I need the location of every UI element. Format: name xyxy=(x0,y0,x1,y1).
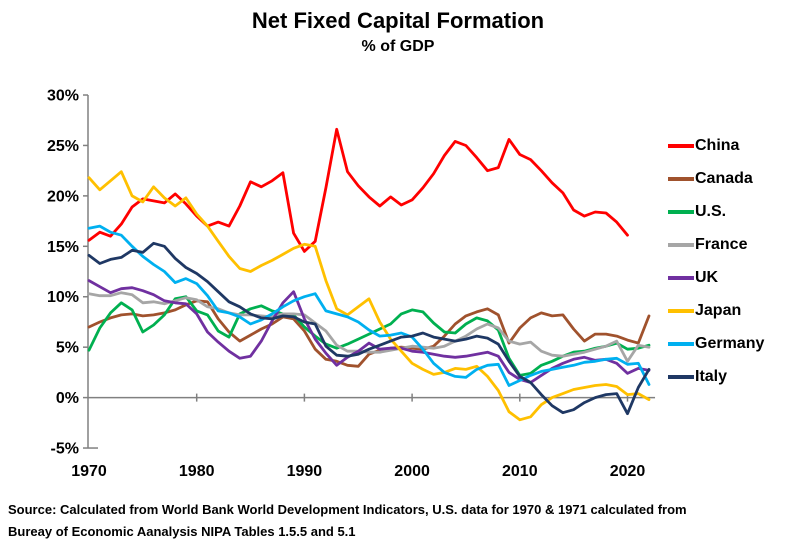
chart-legend: China Canada U.S. France UK Japan Germany Italy xyxy=(668,129,764,393)
x-tick-label: 2010 xyxy=(502,463,538,480)
legend-swatch xyxy=(668,242,694,247)
legend-swatch xyxy=(668,374,694,379)
series-line-uk xyxy=(87,279,651,384)
series-line-china xyxy=(87,127,629,253)
y-tick-label: 5% xyxy=(56,340,79,357)
legend-swatch xyxy=(668,143,694,148)
legend-item-uk: UK xyxy=(668,261,764,294)
x-tick-label: 1980 xyxy=(179,463,215,480)
legend-label: Germany xyxy=(695,334,765,352)
series-line-canada xyxy=(87,299,651,368)
legend-item-canada: Canada xyxy=(668,162,764,195)
legend-swatch xyxy=(668,176,694,181)
legend-item-us: U.S. xyxy=(668,195,764,228)
series-line-france xyxy=(87,291,651,363)
y-tick-label: 0% xyxy=(56,390,79,407)
series-line-germany xyxy=(87,224,651,387)
legend-label: France xyxy=(695,235,748,253)
legend-swatch xyxy=(668,275,694,280)
legend-label: UK xyxy=(695,268,719,286)
x-tick-label: 1970 xyxy=(71,463,107,480)
x-tick-label: 1990 xyxy=(287,463,323,480)
legend-item-germany: Germany xyxy=(668,327,764,360)
legend-label: Italy xyxy=(695,367,728,385)
legend-item-italy: Italy xyxy=(668,360,764,393)
legend-item-japan: Japan xyxy=(668,294,764,327)
y-tick-label: 20% xyxy=(47,188,79,205)
y-tick-label: 15% xyxy=(47,239,79,256)
series-line-japan xyxy=(87,170,651,422)
source-line-1: Source: Calculated from World Bank World… xyxy=(8,502,687,517)
legend-item-france: France xyxy=(668,228,764,261)
legend-swatch xyxy=(668,308,694,313)
source-note: Source: Calculated from World Bank World… xyxy=(8,499,792,543)
legend-label: Canada xyxy=(695,169,753,187)
y-tick-label: -5% xyxy=(51,441,79,458)
series-line-italy xyxy=(87,241,651,416)
legend-swatch xyxy=(668,209,694,214)
legend-label: U.S. xyxy=(695,202,727,220)
legend-label: China xyxy=(695,136,740,154)
source-line-2: Bureay of Economic Aanalysis NIPA Tables… xyxy=(8,524,356,539)
y-tick-label: 10% xyxy=(47,289,79,306)
chart-subtitle: % of GDP xyxy=(361,38,435,55)
x-tick-label: 2020 xyxy=(610,463,646,480)
y-tick-label: 30% xyxy=(47,88,79,105)
chart-title: Net Fixed Capital Formation xyxy=(251,8,545,33)
legend-item-china: China xyxy=(668,129,764,162)
y-tick-label: 25% xyxy=(47,138,79,155)
x-tick-label: 2000 xyxy=(394,463,430,480)
legend-swatch xyxy=(668,341,694,346)
legend-label: Japan xyxy=(695,301,742,319)
